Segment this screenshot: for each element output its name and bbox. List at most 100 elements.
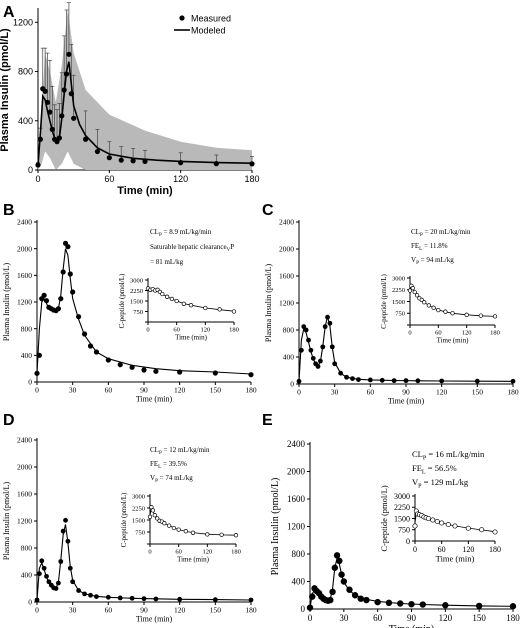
- x-tick-label: 30: [69, 386, 77, 395]
- y-tick-label: 1600: [279, 272, 294, 281]
- measured-point: [298, 347, 304, 353]
- y-tick-label: 1600: [287, 494, 306, 504]
- x-tick-label: 60: [104, 174, 114, 184]
- measured-point: [306, 604, 314, 611]
- measured-point: [303, 327, 309, 333]
- y-tick-label: 0: [28, 598, 32, 607]
- measured-point: [213, 161, 219, 167]
- inset-measured-point: [464, 312, 469, 317]
- x-tick-label: 0: [35, 386, 39, 395]
- measured-point: [177, 369, 183, 375]
- x-tick-label: 180: [490, 330, 500, 337]
- measured-point: [81, 331, 88, 337]
- measured-point: [44, 573, 49, 579]
- measured-point: [60, 528, 66, 534]
- param-value: = 56.5%: [426, 463, 457, 473]
- param-subscript: P: [159, 232, 162, 238]
- param-subscript: L: [158, 464, 161, 470]
- measured-point: [322, 324, 328, 330]
- param-name: V: [411, 256, 416, 264]
- y-tick-label: 2250: [392, 287, 405, 294]
- x-tick-label: 150: [210, 386, 222, 395]
- measured-point: [55, 306, 62, 312]
- measured-point: [178, 160, 184, 166]
- inset-measured-point: [414, 293, 420, 298]
- y-tick-label: 2000: [287, 467, 306, 477]
- param-value: = 94 mL/kg: [419, 256, 454, 264]
- x-tick-label: 0: [413, 545, 417, 554]
- y-tick-label: 0: [290, 380, 294, 389]
- y-axis-label: Plasma Insulin (pmol/L): [0, 28, 11, 152]
- measured-point: [403, 378, 409, 384]
- inset-measured-point: [183, 529, 188, 534]
- measured-point: [60, 269, 66, 275]
- measured-point: [63, 71, 70, 77]
- y-tick-label: 1500: [130, 298, 143, 305]
- measured-point: [47, 109, 53, 115]
- measured-point: [94, 148, 101, 155]
- param-subscript: L: [422, 470, 426, 476]
- x-tick-label: 180: [245, 386, 257, 395]
- panel-a: 0 60 120 180 0 400 800 1200 Time (min) Plasma Ins…: [0, 2, 260, 197]
- modeled-line: [309, 556, 514, 608]
- measured-point: [310, 355, 316, 361]
- param-value: = 74 mL/kg: [158, 474, 193, 482]
- x-tick-label: 180: [489, 545, 501, 554]
- x-axis-label: Time (min): [136, 615, 173, 624]
- y-tick-label: 400: [21, 351, 33, 360]
- y-tick-label: 400: [21, 571, 33, 580]
- measured-point: [105, 357, 111, 363]
- y-axis-label: Plasma Insulin (pmol/L): [264, 264, 273, 343]
- inset-measured-point: [479, 527, 485, 533]
- y-tick-label: 2000: [17, 463, 32, 472]
- y-tick-label: 3000: [394, 492, 410, 501]
- inset-measured-point: [439, 520, 445, 526]
- inset-measured-point: [431, 305, 436, 310]
- measured-point: [41, 565, 47, 571]
- param-text: CLP = 8.9 mL/kg/min: [150, 228, 212, 238]
- x-tick-label: 180: [229, 327, 239, 334]
- measured-point: [34, 370, 40, 376]
- measured-point: [141, 596, 147, 602]
- inset-measured-point: [430, 517, 436, 523]
- y-tick-label: 2250: [132, 505, 145, 512]
- measured-point: [351, 592, 359, 599]
- y-tick-label: 0: [406, 537, 410, 546]
- measured-point: [66, 51, 72, 57]
- param-text: VP = 74 mL/kg: [150, 474, 193, 484]
- inset-measured-point: [233, 533, 239, 538]
- param-name: FE: [412, 463, 422, 473]
- panel-letter-a: A: [3, 4, 15, 21]
- measured-point: [65, 244, 71, 250]
- inset-measured-point: [203, 305, 208, 311]
- measured-point: [301, 324, 307, 330]
- y-tick-label: 2250: [130, 288, 143, 295]
- measured-point: [357, 595, 364, 602]
- measured-point: [296, 378, 302, 384]
- measured-point: [397, 600, 404, 607]
- measured-point: [59, 113, 65, 119]
- x-tick-label: 120: [174, 606, 186, 615]
- measured-point: [442, 602, 449, 609]
- y-tick-label: 3000: [392, 275, 405, 282]
- measured-point: [94, 594, 99, 599]
- param-subscript: P: [416, 260, 419, 266]
- measured-point: [248, 597, 254, 603]
- measured-point: [385, 599, 393, 607]
- y-tick-label: 400: [283, 353, 295, 362]
- x-tick-label: 150: [472, 613, 486, 623]
- y-tick-label: 800: [21, 544, 33, 553]
- x-tick-label: 0: [35, 606, 39, 615]
- measured-point: [130, 158, 136, 164]
- measured-point: [332, 361, 338, 367]
- x-axis-label: Time (min): [136, 395, 173, 404]
- inset-measured-point: [166, 523, 172, 528]
- x-tick-label: 60: [105, 606, 113, 615]
- measured-point: [41, 292, 47, 298]
- y-tick-label: 0: [28, 378, 32, 387]
- measured-point: [329, 344, 335, 350]
- measured-point: [379, 377, 385, 383]
- x-axis-label: Time (min): [388, 397, 425, 406]
- panel-e: 030609012015018004008001200160020002400T…: [270, 439, 520, 628]
- measured-point: [177, 596, 183, 602]
